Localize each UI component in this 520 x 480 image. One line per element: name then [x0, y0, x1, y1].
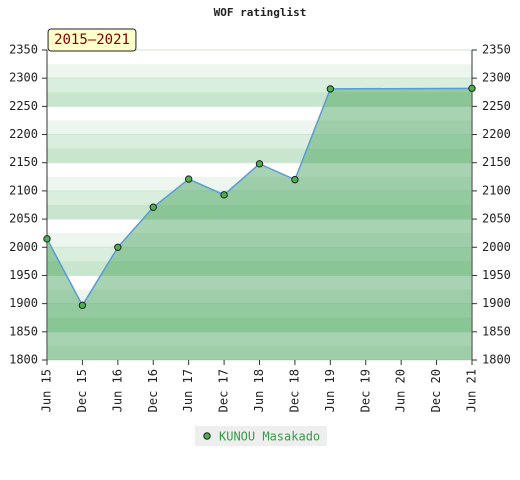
- y-tick-label: 2000: [482, 240, 511, 254]
- y-tick-label: 2350: [9, 43, 38, 57]
- band: [47, 64, 472, 79]
- y-tick-label: 1950: [482, 268, 511, 282]
- y-tick-label: 1900: [9, 296, 38, 310]
- y-tick-label: 2050: [482, 212, 511, 226]
- y-tick-label: 2250: [482, 99, 511, 113]
- y-tick-label: 2100: [482, 183, 511, 197]
- marker: [291, 175, 299, 184]
- band: [47, 289, 472, 305]
- band: [47, 331, 472, 347]
- y-tick-label: 2100: [9, 183, 38, 197]
- x-tick-label: Jun 19: [323, 369, 337, 412]
- band: [47, 219, 472, 234]
- x-tick-label: Dec 18: [287, 369, 301, 412]
- y-tick-label: 2200: [482, 127, 511, 141]
- y-tick-label: 2300: [482, 71, 511, 85]
- y-tick-label: 2150: [482, 155, 511, 169]
- band: [47, 50, 472, 65]
- y-tick-label: 1800: [9, 353, 38, 367]
- legend-marker: [203, 432, 211, 440]
- band: [47, 247, 472, 262]
- marker: [184, 175, 193, 183]
- x-tick-label: Jun 20: [394, 369, 408, 412]
- y-tick-label: 1850: [482, 324, 511, 338]
- y-tick-label: 1850: [9, 324, 38, 338]
- y-tick-label: 1900: [482, 296, 511, 310]
- band: [47, 148, 472, 164]
- band: [47, 120, 472, 136]
- y-tick-label: 2200: [9, 127, 38, 141]
- x-tick-label: Dec 15: [75, 369, 89, 412]
- y-tick-label: 2350: [482, 43, 511, 57]
- line: [46, 87, 473, 307]
- band: [47, 106, 472, 121]
- band: [47, 345, 472, 361]
- legend-box: [195, 426, 327, 446]
- marker: [220, 191, 228, 199]
- marker: [78, 301, 87, 310]
- x-tick-label: Jun 16: [110, 369, 124, 412]
- band: [47, 275, 472, 291]
- y-tick-label: 2000: [9, 240, 38, 254]
- x-tick-label: Dec 17: [217, 369, 231, 412]
- x-tick-label: Dec 16: [146, 369, 160, 412]
- band: [47, 261, 472, 276]
- x-tick-label: Jun 15: [40, 369, 54, 412]
- area: [47, 88, 472, 360]
- background: [47, 50, 472, 361]
- marker: [149, 203, 157, 211]
- band: [47, 233, 472, 248]
- y-tick-label: 1950: [9, 268, 38, 282]
- marker: [43, 235, 51, 243]
- x-tick-label: Dec 20: [429, 369, 443, 412]
- marker: [326, 85, 335, 93]
- band: [47, 92, 472, 107]
- band: [47, 162, 472, 178]
- y-tick-label: 2150: [9, 155, 38, 169]
- annotation-box: [47, 28, 137, 52]
- band: [47, 134, 472, 150]
- annotation: 2015–2021: [54, 32, 130, 48]
- band: [47, 190, 472, 206]
- y-tick-label: 1800: [482, 353, 511, 367]
- marker: [255, 160, 264, 168]
- y-tick-label: 2050: [9, 212, 38, 226]
- x-tick-label: Jun 17: [181, 369, 195, 412]
- band: [47, 303, 472, 319]
- x-tick-label: Jun 18: [252, 369, 266, 412]
- chart-title: WOF ratinglist: [214, 6, 307, 19]
- x-tick-label: Dec 19: [358, 369, 372, 412]
- x-tick-label: Jun 21: [465, 369, 479, 412]
- y-tick-label: 2300: [9, 71, 38, 85]
- marker: [114, 243, 122, 251]
- legend-label: KUNOU Masakado: [219, 430, 320, 444]
- y-tick-label: 2250: [9, 99, 38, 113]
- band: [47, 317, 472, 333]
- band: [47, 176, 472, 192]
- marker: [468, 84, 476, 93]
